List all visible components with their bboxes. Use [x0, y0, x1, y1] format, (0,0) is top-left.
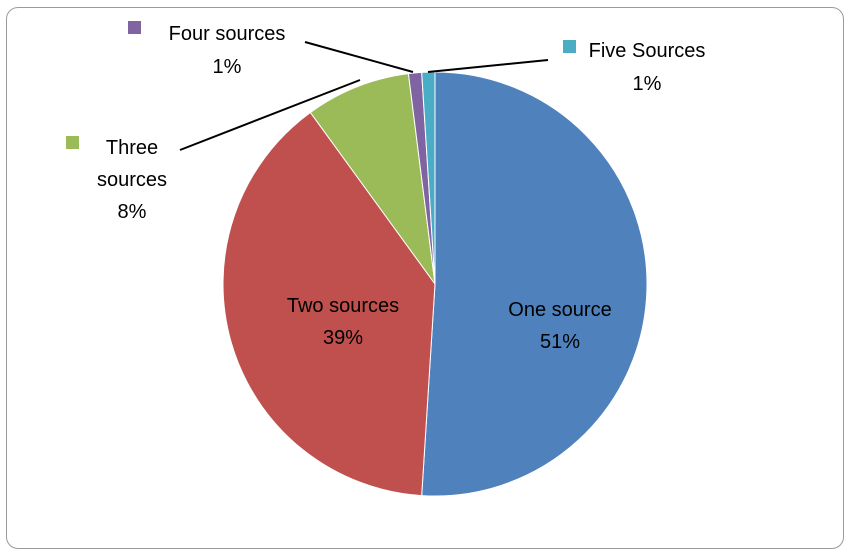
legend-key-five-sources: [563, 40, 576, 53]
slice-label-four-sources: Four sources 1%: [169, 23, 286, 78]
pie-slice-one-source: [422, 72, 647, 496]
legend-key-three-sources: [66, 136, 79, 149]
slice-percent-label: 8%: [118, 201, 147, 223]
slice-name-label: sources: [97, 169, 167, 191]
slice-label-five-sources: Five Sources 1%: [589, 40, 706, 95]
slice-percent-label: 39%: [323, 327, 363, 349]
slice-percent-label: 51%: [540, 331, 580, 353]
slice-name-label: Four sources: [169, 23, 286, 45]
slice-percent-label: 1%: [213, 56, 242, 78]
leader-line-four-sources: [305, 42, 413, 72]
slice-name-label: Three: [106, 137, 158, 159]
slice-label-three-sources: Three sources 8%: [97, 137, 167, 223]
legend-key-four-sources: [128, 21, 141, 34]
slice-name-label: One source: [508, 299, 611, 321]
slice-percent-label: 1%: [633, 73, 662, 95]
pie-slices: [223, 72, 647, 496]
leader-line-five-sources: [428, 60, 548, 72]
slice-name-label: Five Sources: [589, 40, 706, 62]
slice-name-label: Two sources: [287, 295, 399, 317]
